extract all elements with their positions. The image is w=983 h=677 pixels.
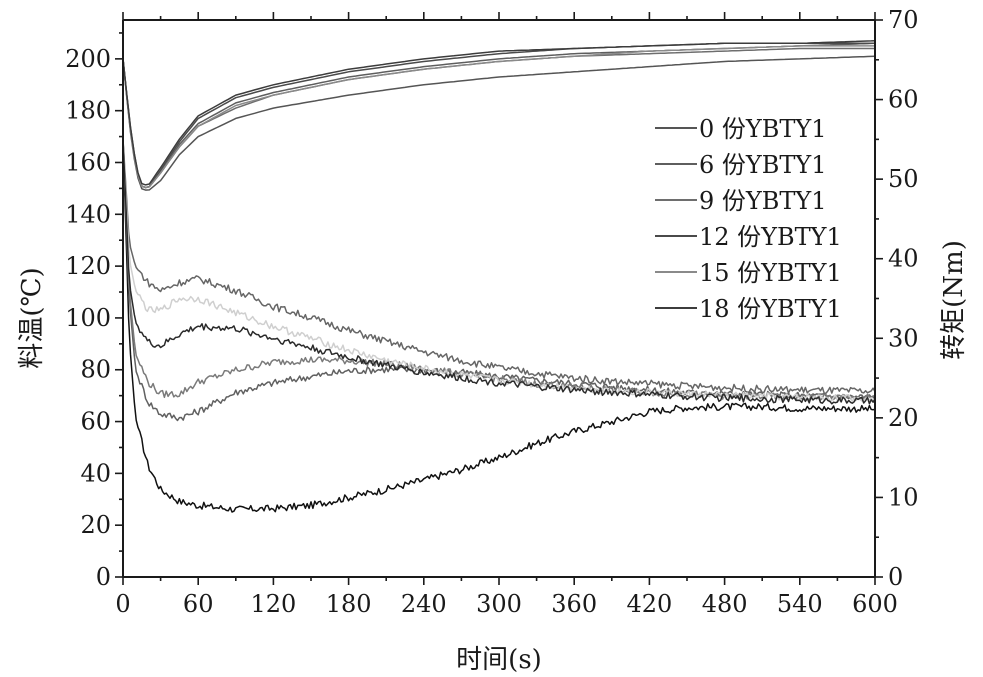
legend-label-15-ybty1: 15 份YBTY1 bbox=[699, 259, 842, 287]
y-right-tick-label: 60 bbox=[888, 86, 919, 114]
x-tick-label: 240 bbox=[401, 590, 447, 618]
x-tick-label: 60 bbox=[183, 590, 214, 618]
y-right-tick-label: 0 bbox=[888, 563, 903, 591]
y-axis-right-title: 转矩(Nm) bbox=[939, 240, 969, 360]
y-left-tick-label: 200 bbox=[65, 45, 111, 73]
x-tick-label: 0 bbox=[115, 590, 130, 618]
torque-line-0-ybty1 bbox=[122, 139, 876, 513]
legend-label-12-ybty1: 12 份YBTY1 bbox=[699, 223, 842, 251]
torque-line-12-ybty1 bbox=[122, 139, 876, 394]
x-tick-label: 480 bbox=[702, 590, 748, 618]
y-right-tick-label: 40 bbox=[888, 245, 919, 273]
y-left-tick-label: 20 bbox=[80, 511, 111, 539]
temperature-line-0-ybty1 bbox=[122, 55, 876, 191]
legend-label-18-ybty1: 18 份YBTY1 bbox=[699, 295, 842, 323]
y-right-tick-label: 70 bbox=[888, 6, 919, 34]
y-right-tick-label: 30 bbox=[888, 324, 919, 352]
y-right-tick-label: 10 bbox=[888, 483, 919, 511]
torque-line-18-ybty1 bbox=[122, 139, 876, 405]
y-left-tick-label: 160 bbox=[65, 148, 111, 176]
x-tick-label: 300 bbox=[476, 590, 522, 618]
x-tick-label: 180 bbox=[326, 590, 372, 618]
y-left-tick-label: 140 bbox=[65, 200, 111, 228]
temperature-line-15-ybty1 bbox=[122, 45, 875, 189]
y-axis-left-title: 料温(℃) bbox=[17, 267, 47, 368]
y-left-tick-label: 100 bbox=[65, 304, 111, 332]
x-tick-label: 120 bbox=[250, 590, 296, 618]
x-tick-label: 600 bbox=[852, 590, 898, 618]
ticks-layer: 0 60 120 180 240 300 360 420 480 540 6000204060801… bbox=[65, 6, 918, 618]
x-axis-title: 时间(s) bbox=[456, 645, 542, 675]
y-left-tick-label: 40 bbox=[80, 459, 111, 487]
temperature-line-18-ybty1 bbox=[122, 39, 876, 186]
y-left-tick-label: 80 bbox=[80, 356, 111, 384]
torque-line-9-ybty1 bbox=[122, 139, 876, 402]
y-right-tick-label: 50 bbox=[888, 165, 919, 193]
x-tick-label: 420 bbox=[626, 590, 672, 618]
y-right-tick-label: 20 bbox=[888, 404, 919, 432]
y-left-tick-label: 180 bbox=[65, 97, 111, 125]
legend-label-6-ybty1: 6 份YBTY1 bbox=[699, 151, 827, 179]
x-tick-label: 360 bbox=[551, 590, 597, 618]
y-left-tick-label: 60 bbox=[80, 408, 111, 436]
y-left-tick-label: 0 bbox=[96, 563, 111, 591]
legend-label-0-ybty1: 0 份YBTY1 bbox=[699, 115, 827, 143]
legend: 0 份YBTY1 6 份YBTY1 9 份YBTY1 12 份YBTY1 15 份YBT… bbox=[655, 115, 842, 323]
y-left-tick-label: 120 bbox=[65, 252, 111, 280]
x-tick-label: 540 bbox=[777, 590, 823, 618]
series-layer bbox=[122, 39, 876, 513]
legend-label-9-ybty1: 9 份YBTY1 bbox=[699, 187, 827, 215]
